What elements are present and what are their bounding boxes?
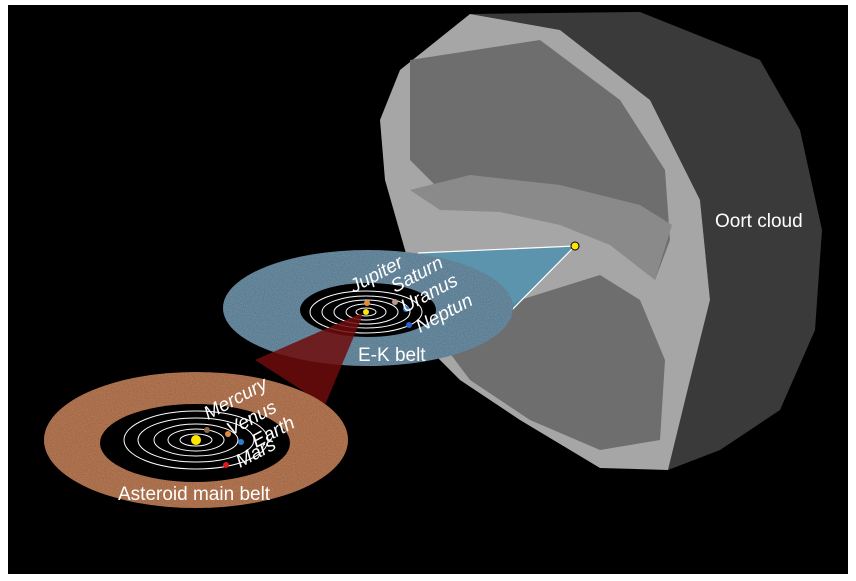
oort-cloud-shell-dark — [470, 12, 822, 470]
planet-icon — [238, 439, 244, 445]
asteroid-zoom-wedge — [255, 313, 362, 405]
sun-icon — [570, 241, 580, 251]
outer-orbits — [309, 290, 423, 334]
planet-icon — [364, 300, 370, 306]
sun-icon — [363, 309, 369, 315]
planet-icon — [392, 299, 398, 305]
asteroid-belt-label: Asteroid main belt — [118, 484, 271, 505]
planet-icon — [406, 322, 412, 328]
oort-cloud-cavity-floor — [410, 175, 672, 280]
planet-icon — [204, 427, 210, 433]
sun-icon — [191, 435, 201, 445]
planet-icon — [403, 306, 409, 312]
ek-belt-label: E-K belt — [358, 345, 426, 366]
planet-icon — [223, 462, 229, 468]
planet-icon — [225, 431, 231, 437]
oort-cloud-label: Oort cloud — [715, 211, 803, 232]
inner-orbits — [123, 410, 269, 470]
